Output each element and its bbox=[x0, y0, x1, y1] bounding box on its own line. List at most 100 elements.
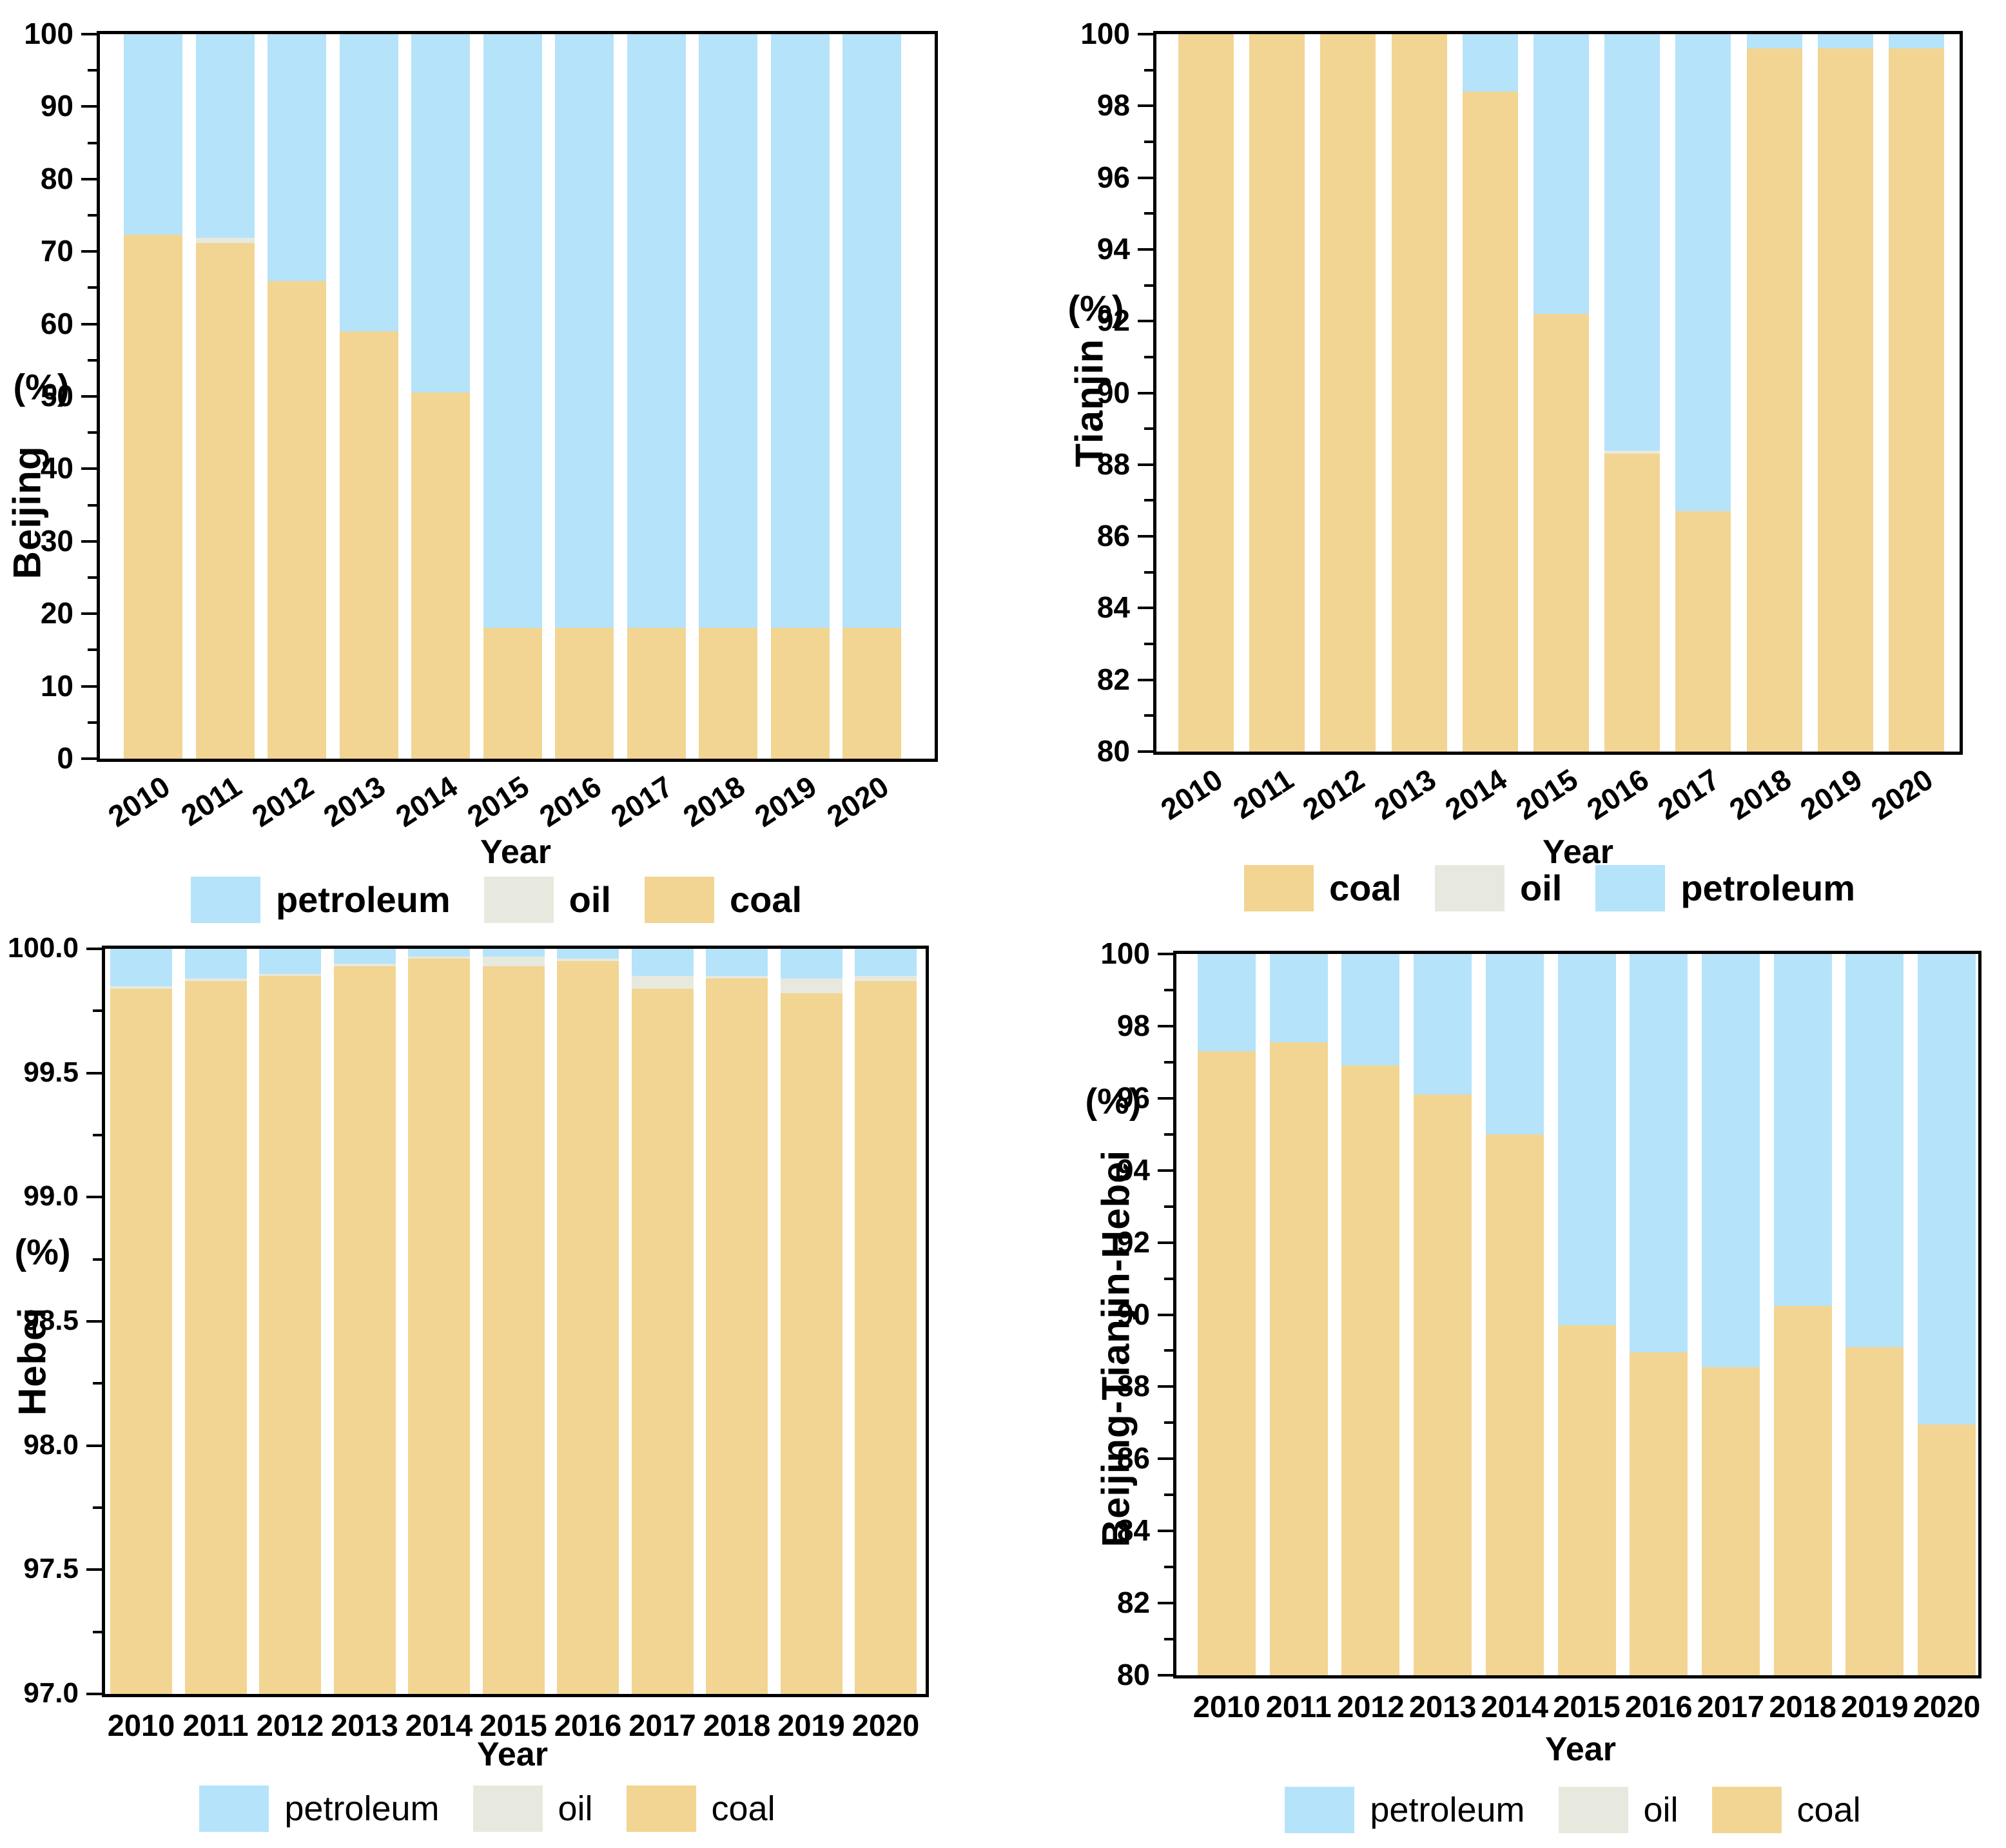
y-axis-tick-label: 98 bbox=[1096, 88, 1130, 122]
y-axis-minor-tick bbox=[1164, 1133, 1173, 1136]
bar-2016 bbox=[1630, 954, 1688, 1675]
x-axis-tick-label: 2013 bbox=[331, 1708, 398, 1742]
legend-item-coal: coal bbox=[644, 877, 803, 923]
legend-label-coal: coal bbox=[711, 1789, 775, 1828]
bar-2020 bbox=[855, 949, 917, 1694]
bar-segment-coal-2012 bbox=[259, 976, 321, 1694]
bar-segment-petroleum-2011 bbox=[184, 949, 247, 979]
y-axis-tick-label: 99.0 bbox=[23, 1180, 79, 1212]
bar-2017 bbox=[1701, 954, 1760, 1675]
bar-2017 bbox=[631, 949, 694, 1694]
x-axis-tick-label: 2015 bbox=[1553, 1689, 1621, 1724]
y-axis-minor-tick bbox=[88, 648, 97, 652]
bar-segment-petroleum-2017 bbox=[627, 34, 686, 628]
y-axis-major-tick bbox=[1158, 1385, 1173, 1388]
y-axis-minor-tick bbox=[88, 358, 97, 362]
bar-segment-petroleum-2016 bbox=[1630, 954, 1688, 1353]
bar-segment-petroleum-2010 bbox=[124, 34, 182, 235]
bar-segment-petroleum-2014 bbox=[408, 949, 470, 957]
bar-2011 bbox=[1249, 34, 1305, 752]
bar-2013 bbox=[339, 34, 398, 759]
y-axis-minor-tick bbox=[1164, 1205, 1173, 1208]
bar-segment-coal-2016 bbox=[1604, 454, 1660, 752]
bar-segment-petroleum-2014 bbox=[411, 34, 470, 393]
y-axis-minor-tick bbox=[1164, 1638, 1173, 1641]
y-axis-tick-label: 82 bbox=[1116, 1586, 1150, 1620]
bar-segment-petroleum-2020 bbox=[842, 34, 901, 628]
bar-segment-coal-2012 bbox=[1341, 1065, 1400, 1675]
y-axis-minor-tick bbox=[1164, 988, 1173, 991]
y-axis-major-tick bbox=[81, 540, 97, 543]
x-axis-title: Year bbox=[480, 833, 551, 871]
y-axis-minor-tick bbox=[1164, 1493, 1173, 1497]
legend-item-oil: oil bbox=[1558, 1787, 1679, 1833]
bar-segment-petroleum-2014 bbox=[1462, 34, 1518, 92]
coal-swatch bbox=[626, 1785, 696, 1832]
bar-2017 bbox=[1675, 34, 1731, 752]
bar-2015 bbox=[1557, 954, 1616, 1675]
bar-segment-petroleum-2010 bbox=[110, 949, 172, 986]
bar-segment-petroleum-2018 bbox=[1773, 954, 1832, 1306]
bar-segment-coal-2012 bbox=[268, 281, 326, 759]
x-axis-tick-label: 2019 bbox=[1841, 1689, 1909, 1724]
y-axis-region-label: Beijing-Tianjin-Hebei bbox=[1094, 1149, 1138, 1548]
y-axis-tick-label: 96 bbox=[1116, 1080, 1150, 1114]
bar-segment-coal-2017 bbox=[627, 627, 686, 759]
coal-swatch bbox=[644, 877, 714, 923]
legend-item-oil: oil bbox=[472, 1785, 593, 1832]
bar-segment-coal-2016 bbox=[555, 627, 614, 759]
oil-swatch bbox=[1558, 1787, 1628, 1833]
bar-segment-oil-2016 bbox=[557, 958, 619, 962]
y-axis-tick-label: 84 bbox=[1096, 590, 1130, 625]
bar-segment-petroleum-2018 bbox=[1746, 34, 1802, 49]
bar-segment-oil-2010 bbox=[110, 986, 172, 989]
y-axis-minor-tick bbox=[88, 141, 97, 144]
bar-segment-oil-2011 bbox=[184, 978, 247, 982]
bar-segment-oil-2015 bbox=[482, 956, 545, 966]
y-axis-tick-label: 96 bbox=[1096, 160, 1130, 194]
legend-label-oil: oil bbox=[1520, 868, 1563, 908]
x-axis-tick-label: 2012 bbox=[1337, 1689, 1405, 1724]
bar-2019 bbox=[770, 34, 830, 759]
bar-2015 bbox=[1534, 34, 1589, 752]
y-axis-minor-tick bbox=[1144, 284, 1153, 287]
legend-label-coal: coal bbox=[729, 879, 803, 920]
y-axis-tick-label: 100.0 bbox=[7, 932, 79, 964]
x-axis-tick-label: 2020 bbox=[852, 1708, 920, 1742]
bar-segment-coal-2013 bbox=[1391, 34, 1447, 752]
y-axis-minor-tick bbox=[1144, 643, 1153, 646]
y-axis-tick-label: 84 bbox=[1116, 1513, 1150, 1548]
legend-item-coal: coal bbox=[1711, 1787, 1861, 1833]
y-axis-minor-tick bbox=[1144, 212, 1153, 215]
legend-item-petroleum: petroleum bbox=[1285, 1787, 1525, 1833]
bar-segment-petroleum-2019 bbox=[780, 949, 842, 979]
petroleum-swatch bbox=[199, 1785, 269, 1832]
bar-segment-coal-2017 bbox=[631, 988, 694, 1694]
y-axis-tick-label: 100 bbox=[1100, 937, 1150, 971]
y-axis-tick-label: 98.5 bbox=[23, 1305, 79, 1337]
bar-segment-petroleum-2020 bbox=[1889, 34, 1944, 49]
legend-item-petroleum: petroleum bbox=[199, 1785, 440, 1832]
legend-label-petroleum: petroleum bbox=[275, 879, 451, 920]
bar-segment-coal-2019 bbox=[770, 627, 830, 759]
y-axis-minor-tick bbox=[1144, 714, 1153, 717]
bar-segment-petroleum-2016 bbox=[555, 34, 614, 628]
x-axis-tick-label: 2014 bbox=[405, 1708, 473, 1742]
y-axis-tick-label: 40 bbox=[40, 451, 73, 485]
bar-segment-coal-2011 bbox=[195, 242, 255, 759]
bar-segment-oil-2013 bbox=[333, 964, 396, 966]
x-axis-tick-label: 2011 bbox=[182, 1708, 249, 1742]
bar-segment-coal-2020 bbox=[1918, 1425, 1976, 1675]
bar-segment-oil-2017 bbox=[631, 976, 694, 989]
bar-2011 bbox=[184, 949, 247, 1694]
bar-2015 bbox=[482, 949, 545, 1694]
y-axis-tick-label: 94 bbox=[1096, 231, 1130, 266]
y-axis-major-tick bbox=[81, 612, 97, 616]
bar-segment-coal-2016 bbox=[1630, 1352, 1688, 1675]
x-axis-tick-label: 2011 bbox=[1265, 1689, 1332, 1724]
bar-segment-coal-2010 bbox=[1178, 34, 1234, 752]
legend-label-oil: oil bbox=[558, 1789, 593, 1828]
oil-swatch bbox=[1435, 865, 1505, 911]
y-axis-unit-label: (%) bbox=[1085, 1080, 1142, 1122]
